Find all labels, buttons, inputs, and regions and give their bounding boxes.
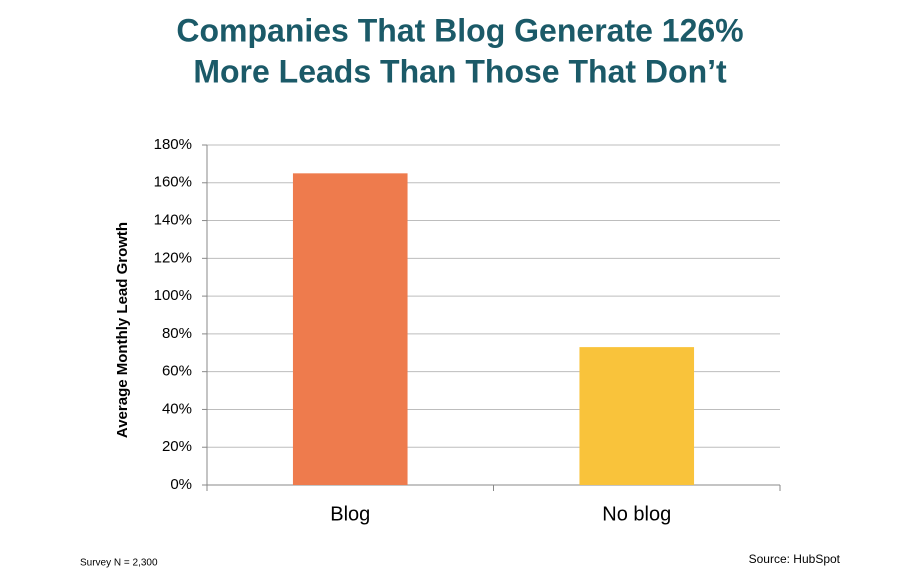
y-tick-label: 140% (154, 212, 192, 229)
source: Source: HubSpot (749, 552, 841, 566)
y-tick-label: 120% (154, 249, 192, 266)
y-tick-label: 20% (162, 438, 192, 455)
y-tick-label: 160% (154, 174, 192, 191)
chart-title: Companies That Blog Generate 126% (176, 12, 743, 48)
y-tick-label: 180% (154, 136, 192, 153)
y-tick-label: 100% (154, 287, 192, 304)
x-tick-label: Blog (330, 503, 370, 525)
bar (292, 173, 408, 486)
y-axis-label: Average Monthly Lead Growth (114, 222, 131, 438)
bar (579, 347, 695, 485)
y-tick-label: 0% (170, 476, 192, 493)
y-tick-label: 80% (162, 325, 192, 342)
y-tick-label: 60% (162, 363, 192, 380)
footnote: Survey N = 2,300 (80, 558, 158, 569)
x-tick-label: No blog (602, 503, 671, 525)
y-tick-label: 40% (162, 400, 192, 417)
chart-title: More Leads Than Those That Don’t (193, 53, 727, 89)
